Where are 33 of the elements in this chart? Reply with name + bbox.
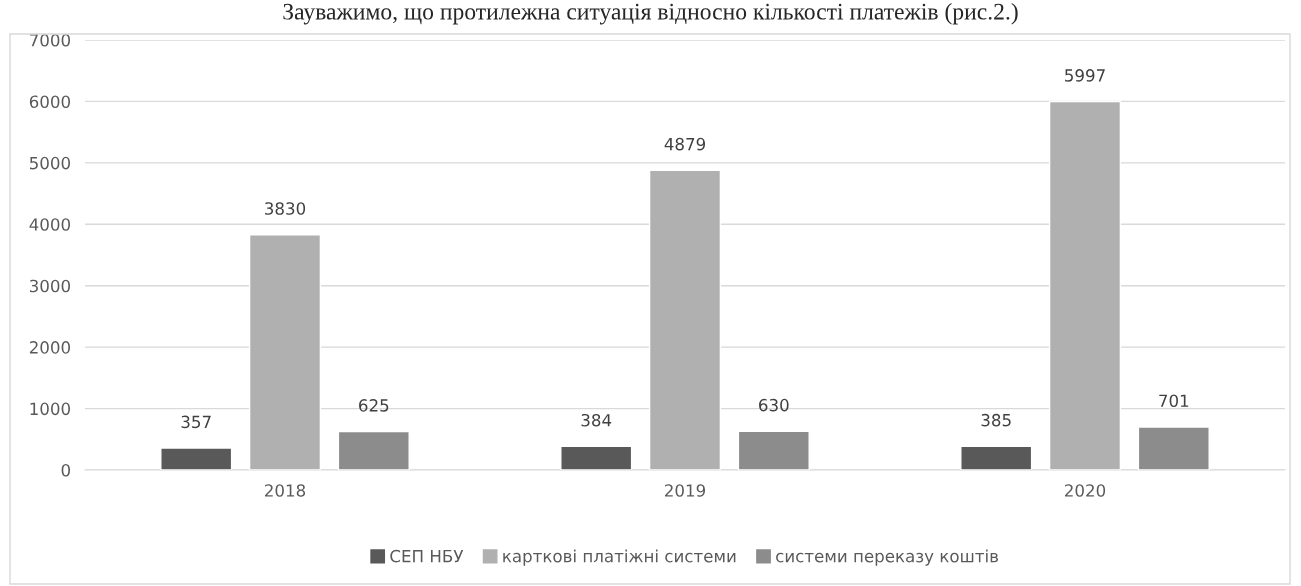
- y-tick-label: 5000: [29, 156, 70, 170]
- y-tick-label: 3000: [29, 279, 70, 293]
- bar: [737, 430, 810, 470]
- legend-label: СЕП НБУ: [390, 549, 464, 563]
- data-label: 357: [181, 415, 211, 429]
- bar: [337, 430, 410, 470]
- y-tick-label: 7000: [30, 33, 70, 47]
- bar: [560, 445, 633, 470]
- bar: [248, 234, 322, 470]
- data-label: 3830: [265, 202, 306, 215]
- data-label: 385: [981, 413, 1011, 427]
- text: Зауважимо, що протилежна ситуація відносно кількості платежів (рис.2.): [283, 3, 1018, 25]
- bar: [1048, 100, 1122, 470]
- x-tick-label: 2019: [665, 484, 706, 497]
- x-tick-label: 2020: [1065, 484, 1106, 497]
- data-label: 701: [1159, 394, 1189, 408]
- legend-label: карткові платіжні системи: [503, 549, 736, 566]
- data-label: 630: [759, 398, 789, 412]
- y-tick-label: 4000: [29, 218, 70, 231]
- data-label: 4879: [664, 137, 706, 151]
- y-tick-label: 0: [61, 463, 70, 477]
- y-tick-label: 2000: [29, 341, 70, 354]
- y-tick-label: 6000: [29, 95, 70, 108]
- x-tick-label: 2018: [265, 484, 306, 497]
- bar: [648, 169, 722, 470]
- data-label: 5997: [1065, 69, 1105, 82]
- bar: [160, 447, 233, 470]
- data-label: 384: [581, 413, 612, 427]
- bar: [1137, 426, 1210, 470]
- y-tick-label: 1000: [30, 402, 70, 416]
- data-label: 625: [359, 399, 389, 412]
- legend-label: системи переказу коштів: [776, 549, 998, 566]
- bar: [960, 445, 1033, 470]
